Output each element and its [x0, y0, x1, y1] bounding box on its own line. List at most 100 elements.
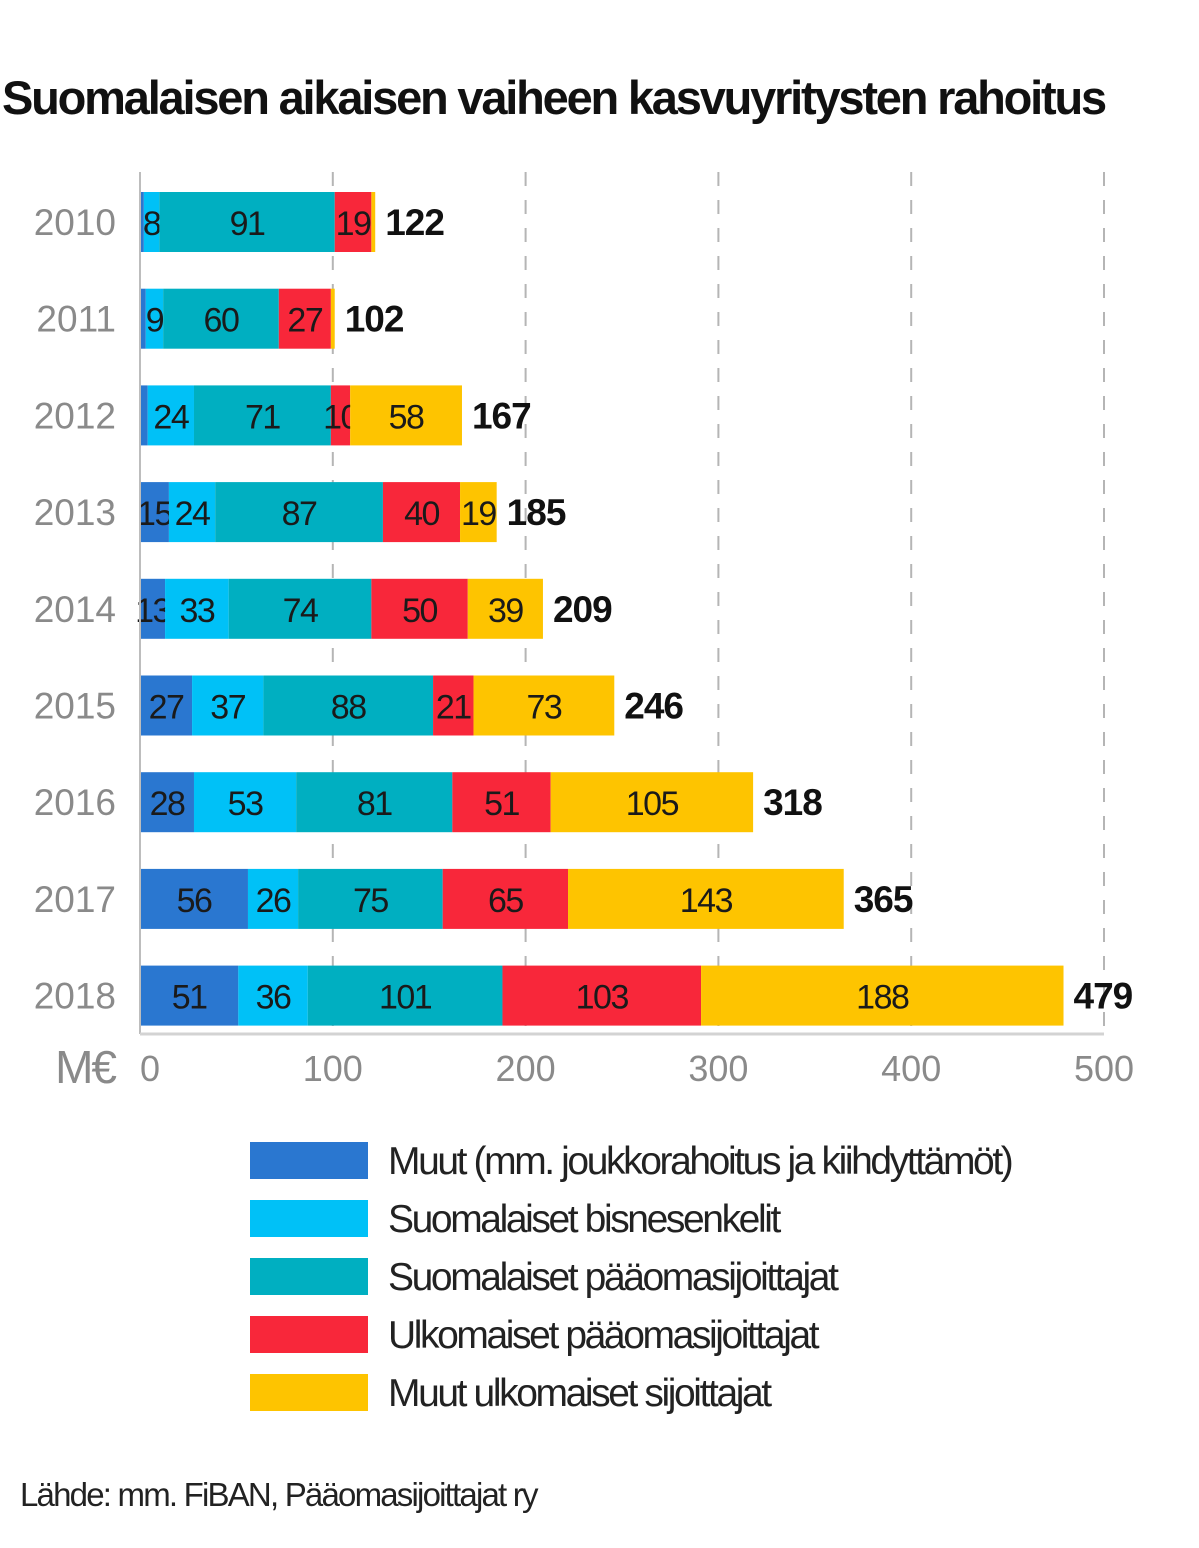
year-label: 2010 [34, 202, 116, 243]
year-label: 2012 [34, 395, 116, 436]
bar-segment [473, 675, 615, 736]
segment-label: 188 [856, 979, 909, 1017]
segment-label: 39 [488, 592, 523, 630]
segment-label: 87 [282, 495, 317, 533]
bar-segment [165, 578, 229, 639]
segment-label: 50 [402, 592, 437, 630]
segment-label: 19 [461, 495, 496, 533]
segment-label: 24 [153, 398, 188, 436]
bar-segment [433, 675, 474, 736]
bar-segment [467, 578, 543, 639]
segment-label: 73 [527, 689, 562, 727]
segment-label: 21 [436, 689, 471, 727]
total-label: 209 [553, 589, 612, 630]
segment-label: 51 [172, 979, 207, 1017]
segment-label: 51 [484, 785, 519, 823]
total-label: 318 [763, 782, 822, 823]
legend-swatch [250, 1258, 368, 1295]
bar-segment [371, 192, 376, 252]
bar-segment [452, 772, 551, 833]
x-tick-label: 100 [303, 1048, 363, 1089]
segment-label: 33 [179, 592, 214, 630]
segment-label: 81 [357, 785, 392, 823]
bar-segment [193, 385, 331, 446]
legend-label: Ulkomaiset pääomasijoittajat [388, 1314, 820, 1357]
segment-label: 9 [146, 302, 164, 340]
segment-label: 36 [256, 979, 291, 1017]
segment-label: 60 [204, 302, 239, 340]
segment-label: 101 [379, 979, 432, 1017]
bar-segment [140, 578, 166, 639]
bar-segment [163, 288, 279, 349]
bar-segment [145, 288, 164, 349]
bar-segment [263, 675, 434, 736]
x-axis: 0 100 200 300 400 500 M€ [55, 172, 1134, 1093]
bar-segment [247, 868, 299, 929]
total-label: 479 [1074, 976, 1133, 1017]
bar-segment [140, 965, 239, 1026]
bar-segment [238, 965, 308, 1026]
bar-segment [215, 482, 383, 543]
bar-segment [330, 385, 351, 446]
legend-swatch [250, 1316, 368, 1353]
year-label: 2017 [34, 879, 116, 920]
segment-label: 28 [150, 785, 185, 823]
total-label: 102 [345, 299, 404, 340]
segment-label: 74 [283, 592, 318, 630]
chart-title: Suomalaisen aikaisen vaiheen kasvuyritys… [2, 71, 1107, 124]
bar-segment [140, 288, 146, 349]
bar-segment [334, 192, 372, 252]
segment-label: 88 [331, 689, 366, 727]
total-label: 122 [385, 202, 444, 243]
segment-label: 105 [626, 785, 679, 823]
bar-segment [296, 772, 453, 833]
segment-label: 58 [389, 398, 424, 436]
total-label: 167 [472, 395, 531, 436]
segment-label: 91 [230, 205, 265, 243]
segment-label: 27 [287, 302, 322, 340]
segment-label: 37 [210, 689, 245, 727]
bar-segment [143, 192, 160, 252]
bar-segment [442, 868, 569, 929]
bar-segment [159, 192, 335, 252]
bar-segment [168, 482, 216, 543]
bar-segment [298, 868, 443, 929]
legend-swatch [250, 1200, 368, 1237]
bar-segment [193, 772, 297, 833]
bar-segment [350, 385, 462, 446]
bar-segment [568, 868, 844, 929]
unit-label: M€ [55, 1041, 116, 1093]
legend-label: Suomalaiset pääomasijoittajat [388, 1256, 839, 1299]
bar-segment [140, 385, 148, 446]
year-label: 2016 [34, 782, 116, 823]
year-label: 2013 [34, 492, 116, 533]
segment-label: 40 [404, 495, 439, 533]
segment-label: 71 [245, 398, 280, 436]
year-label: 2014 [34, 589, 116, 630]
segment-label: 56 [177, 882, 212, 920]
year-label: 2018 [34, 976, 116, 1017]
bar-segment [140, 192, 144, 252]
legend-swatch [250, 1142, 368, 1179]
segment-label: 143 [680, 882, 733, 920]
bar-segment [330, 288, 335, 349]
segment-label: 15 [137, 495, 172, 533]
legend-swatch [250, 1374, 368, 1411]
bar-segment [371, 578, 468, 639]
bar-segment [140, 772, 194, 833]
bar-segment [140, 868, 248, 929]
x-tick-label: 200 [496, 1048, 556, 1089]
total-label: 185 [507, 492, 566, 533]
segment-label: 24 [175, 495, 210, 533]
segment-label: 26 [256, 882, 291, 920]
bar-segment [147, 385, 194, 446]
segment-label: 103 [576, 979, 629, 1017]
segment-label: 8 [143, 205, 161, 243]
x-tick-label: 400 [881, 1048, 941, 1089]
year-label: 2011 [36, 299, 116, 340]
legend-label: Muut ulkomaiset sijoittajat [388, 1372, 772, 1415]
legend-label: Muut (mm. joukkorahoitus ja kiihdyttämöt… [388, 1140, 1014, 1183]
legend-label: Suomalaiset bisnesenkelit [388, 1198, 781, 1241]
